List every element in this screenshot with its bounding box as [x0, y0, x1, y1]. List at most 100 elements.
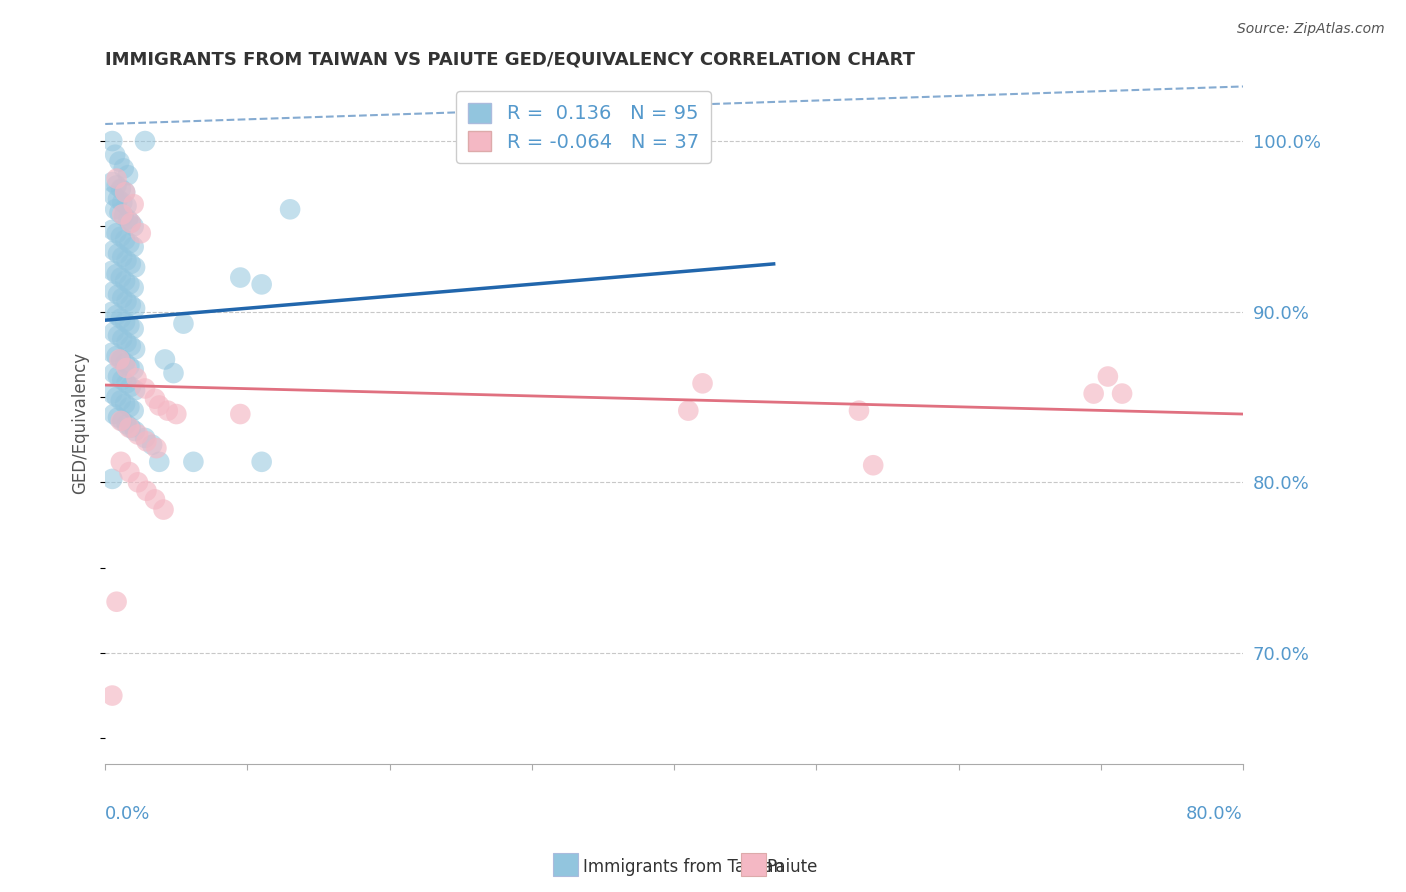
Point [120, 420, 142, 434]
Point [172, 317, 194, 331]
Point [148, 455, 170, 469]
Point [107, 287, 129, 301]
Point [105, 171, 128, 186]
Point [101, 304, 124, 318]
Point [108, 352, 131, 367]
Point [120, 298, 142, 312]
Point [124, 424, 146, 438]
Point [101, 345, 124, 359]
Point [143, 492, 166, 507]
Point [115, 376, 138, 391]
Point [101, 689, 124, 703]
Point [120, 216, 142, 230]
Point [114, 233, 136, 247]
Point [105, 308, 128, 322]
Point [134, 431, 156, 445]
Point [122, 322, 145, 336]
Point [127, 475, 149, 490]
Point [105, 178, 128, 193]
Point [110, 352, 132, 367]
Point [148, 399, 170, 413]
Point [141, 438, 163, 452]
Point [118, 401, 141, 415]
Point [101, 175, 124, 189]
Point [122, 362, 145, 376]
Point [111, 207, 134, 221]
Point [115, 253, 138, 268]
Point [103, 325, 125, 339]
Point [101, 264, 124, 278]
Text: IMMIGRANTS FROM TAIWAN VS PAIUTE GED/EQUIVALENCY CORRELATION CHART: IMMIGRANTS FROM TAIWAN VS PAIUTE GED/EQU… [105, 51, 915, 69]
Point [111, 414, 134, 428]
Point [117, 168, 139, 182]
Point [111, 291, 134, 305]
Text: 80.0%: 80.0% [1187, 805, 1243, 823]
Point [118, 318, 141, 333]
Point [107, 192, 129, 206]
Y-axis label: GED/Equivalency: GED/Equivalency [72, 351, 89, 493]
Point [105, 390, 128, 404]
Point [111, 373, 134, 387]
Point [134, 134, 156, 148]
Point [122, 240, 145, 254]
Point [104, 147, 127, 161]
Point [105, 267, 128, 281]
Point [120, 216, 142, 230]
Point [250, 455, 273, 469]
Point [183, 455, 205, 469]
Point [114, 186, 136, 200]
Point [122, 219, 145, 234]
Point [143, 392, 166, 406]
Point [107, 410, 129, 425]
Point [124, 342, 146, 356]
Point [101, 134, 124, 148]
Point [124, 260, 146, 275]
Point [134, 381, 156, 395]
Point [127, 427, 149, 442]
Point [115, 361, 138, 376]
Point [1111, 386, 1133, 401]
Point [692, 376, 714, 391]
Point [101, 472, 124, 486]
Point [1083, 386, 1105, 401]
Point [103, 244, 125, 258]
Point [122, 197, 145, 211]
Point [145, 441, 167, 455]
Point [103, 366, 125, 380]
Point [862, 458, 884, 473]
Point [105, 595, 128, 609]
Point [129, 226, 152, 240]
Point [110, 182, 132, 196]
Point [107, 246, 129, 260]
Point [124, 383, 146, 397]
Point [112, 161, 135, 176]
Point [118, 359, 141, 374]
Point [104, 202, 127, 217]
Point [848, 403, 870, 417]
Point [103, 284, 125, 298]
Point [124, 301, 146, 316]
Point [165, 407, 187, 421]
Point [114, 397, 136, 411]
Point [105, 349, 128, 363]
Point [115, 335, 138, 350]
Point [118, 236, 141, 251]
Legend: R =  0.136   N = 95, R = -0.064   N = 37: R = 0.136 N = 95, R = -0.064 N = 37 [457, 91, 710, 163]
Point [114, 356, 136, 370]
Point [114, 186, 136, 200]
Point [135, 483, 157, 498]
Point [111, 195, 134, 210]
Point [115, 417, 138, 432]
Point [125, 371, 148, 385]
Point [112, 209, 135, 223]
Text: 0.0%: 0.0% [105, 805, 150, 823]
Point [107, 328, 129, 343]
Point [120, 339, 142, 353]
Point [118, 465, 141, 479]
Point [122, 281, 145, 295]
Text: Source: ZipAtlas.com: Source: ZipAtlas.com [1237, 22, 1385, 37]
Point [105, 226, 128, 240]
Point [110, 229, 132, 244]
Point [108, 205, 131, 219]
Text: Paiute: Paiute [766, 858, 818, 876]
